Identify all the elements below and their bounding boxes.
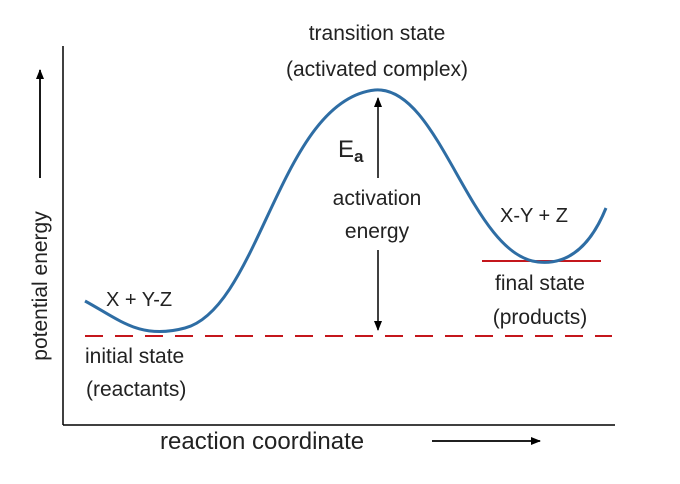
initial-state-label: initial state — [85, 345, 184, 368]
activation-energy-label: activation — [333, 187, 422, 210]
final-state-sublabel: (products) — [493, 306, 588, 329]
x-axis-label: reaction coordinate — [160, 428, 364, 455]
transition-state-sublabel: (activated complex) — [286, 58, 468, 81]
energy-curve — [84, 88, 608, 334]
transition-state-label: transition state — [309, 22, 446, 45]
activation-energy-sublabel: energy — [345, 220, 410, 243]
final-state-label: final state — [495, 272, 585, 295]
initial-state-sublabel: (reactants) — [86, 378, 186, 401]
ea-main: E — [338, 136, 354, 163]
ea-label: Ea — [338, 136, 364, 166]
ea-subscript: a — [354, 147, 364, 166]
reactants-formula: X + Y-Z — [106, 289, 172, 311]
products-formula: X-Y + Z — [500, 205, 568, 227]
y-axis-label: potential energy — [29, 211, 52, 361]
